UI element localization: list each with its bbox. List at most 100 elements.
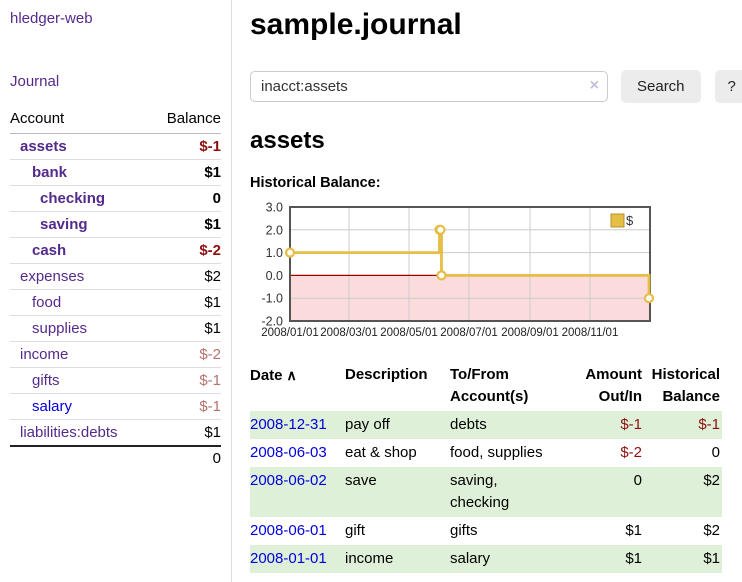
account-link-bank[interactable]: bank [32, 164, 68, 181]
page-title: sample.journal [250, 8, 462, 41]
account-row-liabilities-debts: liabilities:debts $1 [10, 420, 221, 447]
transaction-balance: $1 [644, 545, 722, 573]
x-tick-label: 2008/03/01 [320, 327, 378, 339]
transaction-date-link[interactable]: 2008-01-01 [250, 550, 327, 567]
transaction-description: gift [345, 522, 366, 539]
transaction-row[interactable]: 2008-06-02 save saving, checking 0 $2 [250, 467, 722, 517]
transaction-date-link[interactable]: 2008-06-02 [250, 472, 327, 489]
transaction-amount: 0 [572, 467, 644, 517]
account-row-cash: cash $-2 [10, 237, 221, 264]
transaction-amount: $1 [625, 522, 642, 539]
transaction-accounts: saving, checking [450, 467, 572, 517]
account-balance: $-1 [150, 367, 221, 394]
transaction-row[interactable]: 2008-01-01 income salary $1 $1 [250, 545, 722, 573]
account-balance: $1 [150, 211, 221, 238]
search-button[interactable]: Search [621, 70, 701, 103]
y-tick-label: 0.0 [266, 269, 283, 283]
search-input[interactable] [250, 71, 608, 102]
x-tick-label: 2008/01/01 [261, 327, 319, 339]
transaction-accounts: food, supplies [450, 444, 543, 461]
transaction-description: eat & shop [345, 444, 417, 461]
search-form: × Search ? [250, 70, 742, 103]
account-balance: $-2 [150, 341, 221, 368]
account-link-checking[interactable]: checking [40, 190, 106, 207]
account-row-gifts: gifts $-1 [10, 367, 221, 394]
transaction-amount: $1 [572, 545, 644, 573]
sidebar: hledger-web Journal Account Balance asse… [0, 0, 232, 582]
account-row-food: food $1 [10, 289, 221, 316]
account-row-supplies: supplies $1 [10, 315, 221, 342]
transaction-row[interactable]: 2008-12-31 pay off debts $-1 $-1 [250, 411, 722, 439]
transaction-balance: $2 [703, 522, 720, 539]
account-balance: $-1 [150, 393, 221, 420]
transaction-date-link[interactable]: 2008-12-31 [250, 416, 327, 433]
account-link-cash[interactable]: cash [32, 242, 67, 259]
account-balance: $1 [150, 289, 221, 316]
account-row-salary: salary $-1 [10, 393, 221, 420]
transaction-amount: $-1 [572, 411, 644, 439]
transaction-accounts: gifts [450, 522, 478, 539]
date-column-header[interactable]: Date ∧ [250, 367, 297, 384]
transaction-date-link[interactable]: 2008-06-03 [250, 444, 327, 461]
legend-swatch [610, 213, 625, 228]
transaction-balance: 0 [711, 444, 720, 461]
account-balance: $1 [204, 424, 221, 441]
data-point-marker [284, 247, 296, 258]
account-balance: $1 [150, 315, 221, 342]
sidebar-item-journal[interactable]: Journal [10, 73, 60, 90]
account-balance: $-2 [150, 237, 221, 264]
account-balance: $1 [150, 159, 221, 186]
register-table: Date ∧ Description To/From Account(s) Amo… [250, 361, 722, 573]
y-tick-label: 1.0 [266, 246, 283, 260]
transaction-row[interactable]: 2008-06-03 eat & shop food, supplies $-2… [250, 439, 722, 467]
transaction-accounts: salary [450, 545, 572, 573]
account-link-assets[interactable]: assets [20, 138, 67, 155]
app-title-link[interactable]: hledger-web [10, 10, 93, 27]
transaction-balance: $2 [644, 467, 722, 517]
account-link-saving[interactable]: saving [40, 216, 88, 233]
transaction-row[interactable]: 2008-06-01 gift gifts $1 $2 [250, 517, 722, 545]
y-tick-label: 3.0 [266, 201, 283, 215]
account-row-expenses: expenses $2 [10, 263, 221, 290]
chart-title: Historical Balance: [250, 175, 381, 191]
transaction-balance: $-1 [644, 411, 722, 439]
account-link-supplies[interactable]: supplies [32, 320, 88, 337]
description-column-header: Description [345, 366, 428, 383]
register-header-row: Date ∧ Description To/From Account(s) Amo… [250, 361, 722, 411]
balance-column-header: Balance [150, 106, 221, 134]
transaction-date-link[interactable]: 2008-06-01 [250, 522, 327, 539]
account-balance: $2 [150, 263, 221, 290]
accounts-balance-table: Account Balance assets $-1 bank $1 check… [10, 106, 221, 471]
amount-column-header: Amount Out/In [585, 366, 642, 405]
account-balance: 0 [150, 185, 221, 212]
account-link-salary[interactable]: salary [32, 398, 73, 415]
x-tick-label: 2008/11/01 [562, 327, 619, 339]
account-heading: assets [250, 127, 325, 154]
main-content: sample.journal × Search ? assets Histori… [232, 0, 742, 582]
transaction-description: income [345, 545, 450, 573]
sort-ascending-icon: ∧ [286, 367, 297, 383]
balance-column-header: Historical Balance [651, 366, 720, 405]
x-tick-label: 2008/09/01 [501, 327, 559, 339]
account-row-assets: assets $-1 [10, 133, 221, 160]
account-link-liabilities-debts[interactable]: liabilities:debts [20, 424, 118, 441]
help-button[interactable]: ? [714, 70, 742, 103]
y-tick-label: -2.0 [261, 315, 283, 329]
accounts-table-header: Account Balance [10, 106, 221, 134]
account-link-food[interactable]: food [32, 294, 62, 311]
transaction-description: pay off [345, 411, 450, 439]
account-row-checking: checking 0 [10, 185, 221, 212]
account-link-expenses[interactable]: expenses [20, 268, 85, 285]
data-point-marker [435, 224, 446, 235]
account-row-bank: bank $1 [10, 159, 221, 186]
account-link-gifts[interactable]: gifts [32, 372, 60, 389]
legend-label: $ [626, 213, 634, 228]
historical-balance-chart[interactable]: $3.0 2.0 1.0 0.0 -1.0 -2.0 2008/01/01 2008/03/0… [250, 199, 660, 347]
transaction-amount: $-2 [620, 444, 642, 461]
account-column-header: Account [10, 106, 151, 134]
clear-search-icon[interactable]: × [589, 77, 599, 94]
account-link-income[interactable]: income [20, 346, 69, 363]
x-tick-label: 2008/07/01 [440, 327, 498, 339]
